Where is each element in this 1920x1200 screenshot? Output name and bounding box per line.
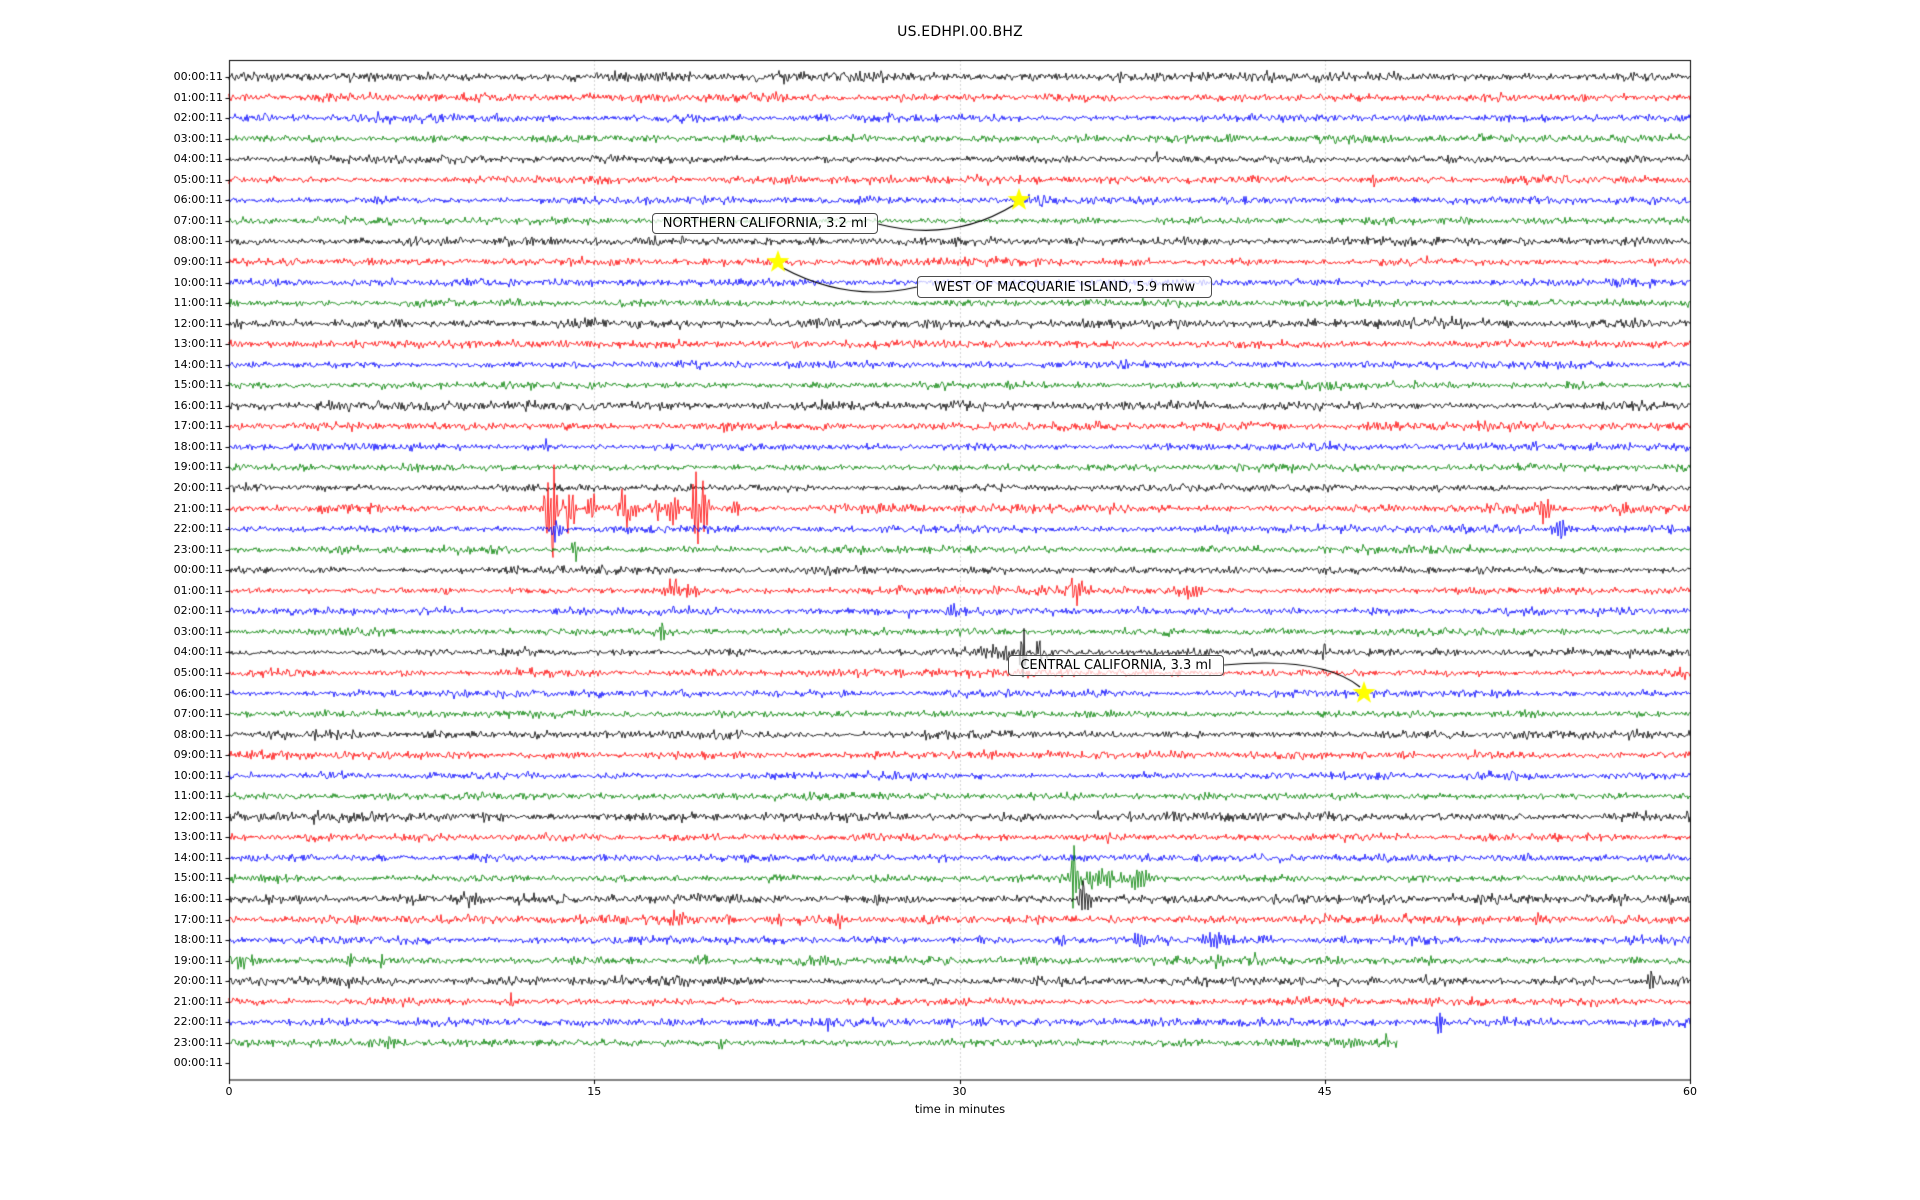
y-axis-tick-label: 17:00:11 bbox=[173, 419, 223, 433]
y-axis-tick-label: 22:00:11 bbox=[173, 522, 223, 536]
y-axis-tick-label: 08:00:11 bbox=[173, 234, 223, 248]
y-axis-tick-label: 14:00:11 bbox=[173, 357, 223, 371]
y-axis-tick-label: 05:00:11 bbox=[173, 665, 223, 679]
y-axis-tick-label: 01:00:11 bbox=[173, 90, 223, 104]
y-axis-tick-label: 23:00:11 bbox=[173, 542, 223, 556]
y-axis-tick-label: 02:00:11 bbox=[173, 111, 223, 125]
y-axis-tick-label: 18:00:11 bbox=[173, 439, 223, 453]
y-axis-tick-label: 10:00:11 bbox=[173, 768, 223, 782]
x-axis-tick-label: 15 bbox=[587, 1085, 602, 1098]
y-axis-tick-label: 03:00:11 bbox=[173, 624, 223, 638]
y-axis-tick-label: 01:00:11 bbox=[173, 583, 223, 597]
y-axis-tick-label: 05:00:11 bbox=[173, 172, 223, 186]
x-axis-tick-label: 60 bbox=[1683, 1085, 1697, 1098]
y-axis-tick-label: 07:00:11 bbox=[173, 213, 223, 227]
x-axis-tick-label: 45 bbox=[1317, 1085, 1332, 1098]
y-axis-tick-label: 23:00:11 bbox=[173, 1035, 223, 1049]
y-axis-tick-label: 07:00:11 bbox=[173, 707, 223, 721]
y-axis-tick-label: 04:00:11 bbox=[173, 645, 223, 659]
y-axis-tick-label: 12:00:11 bbox=[173, 316, 223, 330]
y-axis-tick-label: 10:00:11 bbox=[173, 275, 223, 289]
y-axis-tick-label: 11:00:11 bbox=[173, 296, 223, 310]
event-annotation-box: CENTRAL CALIFORNIA, 3.3 ml bbox=[1008, 655, 1224, 676]
y-axis-tick-label: 20:00:11 bbox=[173, 974, 223, 988]
y-axis-tick-label: 02:00:11 bbox=[173, 604, 223, 618]
y-axis-tick-label: 22:00:11 bbox=[173, 1015, 223, 1029]
y-axis-tick-label: 21:00:11 bbox=[173, 994, 223, 1008]
y-axis-tick-label: 19:00:11 bbox=[173, 953, 223, 967]
y-axis-tick-label: 15:00:11 bbox=[173, 378, 223, 392]
y-axis-tick-label: 09:00:11 bbox=[173, 748, 223, 762]
y-axis-tick-label: 12:00:11 bbox=[173, 809, 223, 823]
y-axis-tick-label: 00:00:11 bbox=[173, 70, 223, 83]
y-axis-tick-label: 13:00:11 bbox=[173, 830, 223, 844]
chart-title: US.EDHPI.00.BHZ bbox=[897, 24, 1023, 40]
y-axis-tick-label: 09:00:11 bbox=[173, 254, 223, 268]
event-annotation-box: NORTHERN CALIFORNIA, 3.2 ml bbox=[652, 213, 878, 234]
y-axis-tick-label: 16:00:11 bbox=[173, 892, 223, 905]
y-axis-tick-label: 21:00:11 bbox=[173, 501, 223, 515]
y-axis-tick-label: 14:00:11 bbox=[173, 850, 223, 864]
x-axis-tick-label: 30 bbox=[952, 1085, 967, 1098]
y-axis-tick-label: 20:00:11 bbox=[173, 481, 223, 494]
y-axis-tick-label: 06:00:11 bbox=[173, 686, 223, 700]
y-axis-tick-label: 06:00:11 bbox=[173, 193, 223, 207]
x-axis-tick-label: 0 bbox=[225, 1085, 233, 1098]
event-annotation-box: WEST OF MACQUARIE ISLAND, 5.9 mww bbox=[917, 276, 1212, 298]
y-axis-tick-label: 16:00:11 bbox=[173, 398, 223, 412]
x-axis-title: time in minutes bbox=[914, 1102, 1006, 1116]
y-axis-tick-label: 19:00:11 bbox=[173, 460, 223, 474]
y-axis-tick-label: 18:00:11 bbox=[173, 933, 223, 947]
y-axis-tick-label: 00:00:11 bbox=[173, 1056, 223, 1070]
y-axis-tick-label: 00:00:11 bbox=[173, 563, 223, 577]
y-axis-tick-label: 08:00:11 bbox=[173, 727, 223, 741]
y-axis-tick-label: 15:00:11 bbox=[173, 871, 223, 885]
y-axis-tick-label: 03:00:11 bbox=[173, 131, 223, 145]
y-axis-tick-label: 17:00:11 bbox=[173, 912, 223, 926]
y-axis-tick-label: 04:00:11 bbox=[173, 152, 223, 166]
y-axis-tick-label: 13:00:11 bbox=[173, 337, 223, 351]
y-axis-tick-label: 11:00:11 bbox=[173, 789, 223, 803]
